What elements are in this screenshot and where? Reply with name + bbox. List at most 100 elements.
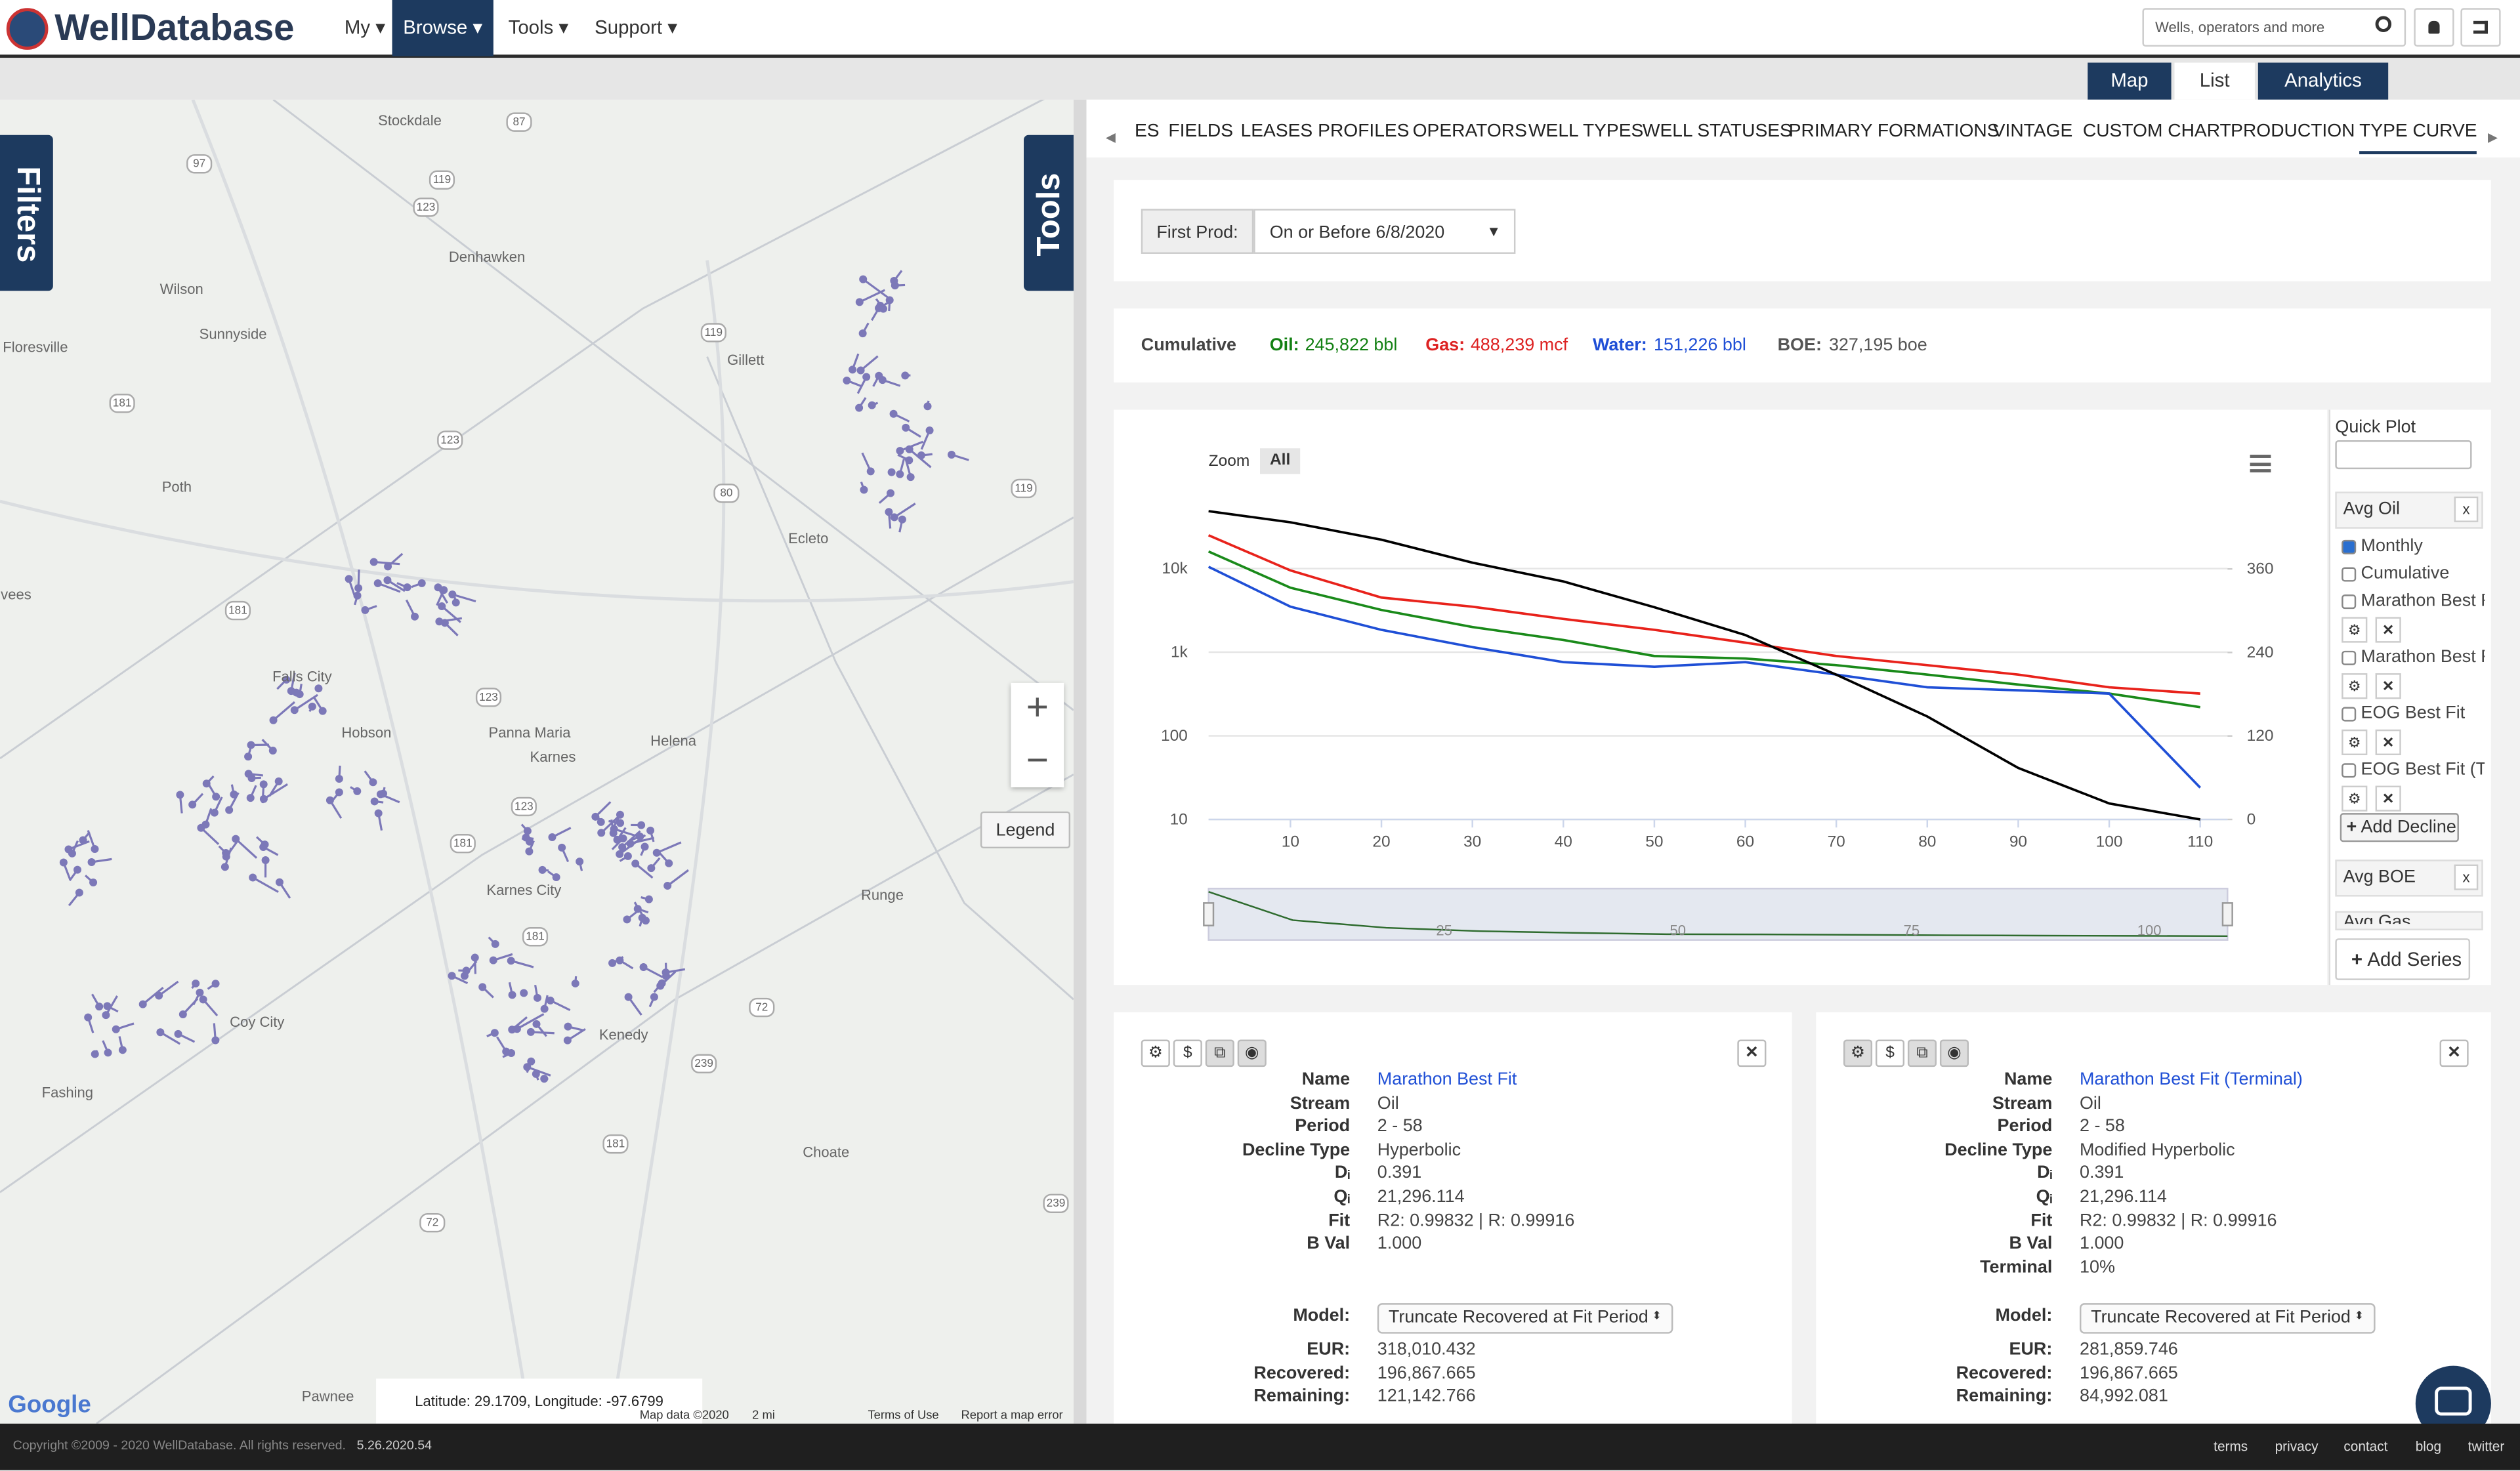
well-head xyxy=(902,423,910,432)
logo[interactable]: WellDatabase xyxy=(54,6,295,49)
nav-item[interactable]: Support ▾ xyxy=(595,16,677,39)
card-tool-button[interactable]: ⚙ xyxy=(1843,1039,1873,1067)
map-place: Kenedy xyxy=(598,1026,648,1043)
view-tab[interactable]: Map xyxy=(2088,62,2172,100)
add-decline-button[interactable]: Add Decline xyxy=(2340,813,2459,842)
remove-button[interactable]: x xyxy=(2454,864,2479,890)
nav-item[interactable]: My ▾ xyxy=(344,16,385,39)
footer-link[interactable]: contact xyxy=(2343,1438,2388,1455)
tab[interactable]: TYPE CURVE xyxy=(2359,119,2477,155)
legend-button[interactable]: Legend xyxy=(980,811,1071,849)
footer-link[interactable]: privacy xyxy=(2275,1438,2319,1455)
zoom-all[interactable]: All xyxy=(1260,448,1301,474)
card-tool-button[interactable]: $ xyxy=(1173,1039,1202,1067)
tab[interactable]: WELL STATUSES xyxy=(1642,122,1792,142)
well-head xyxy=(855,298,864,306)
logout-button[interactable] xyxy=(2460,8,2501,47)
tab[interactable]: FIELDS xyxy=(1168,122,1234,142)
field-value[interactable]: Marathon Best Fit (Terminal) xyxy=(2079,1070,2303,1090)
road-shield: 119 xyxy=(429,170,455,190)
chart-menu[interactable] xyxy=(2250,455,2271,473)
well-head xyxy=(353,591,362,600)
map-place: Sunnyside xyxy=(199,326,267,342)
close-card-button[interactable]: ✕ xyxy=(1737,1039,1767,1067)
well-head xyxy=(637,821,646,829)
filters-tab[interactable]: Filters xyxy=(0,135,53,291)
card-tool-button[interactable]: ◉ xyxy=(1237,1039,1267,1067)
view-tab[interactable]: List xyxy=(2174,62,2255,100)
well-head xyxy=(636,833,644,841)
tab[interactable]: CUSTOM CHART xyxy=(2082,122,2231,142)
card-tool-button[interactable]: ⧉ xyxy=(1907,1039,1937,1067)
card-tool-button[interactable]: $ xyxy=(1875,1039,1905,1067)
well-head xyxy=(79,836,87,844)
tab[interactable]: LEASES xyxy=(1240,122,1313,142)
filter-select[interactable]: On or Before 6/8/2020 xyxy=(1253,209,1516,254)
map-attribution: 2 mi xyxy=(752,1407,775,1422)
checkbox[interactable] xyxy=(2342,567,2357,582)
tab[interactable]: WELL TYPES xyxy=(1528,122,1644,142)
field-value[interactable]: Marathon Best Fit xyxy=(1377,1070,1517,1090)
card-tool-button[interactable]: ⚙ xyxy=(1141,1039,1170,1067)
card-tool-button[interactable]: ⧉ xyxy=(1205,1039,1234,1067)
delete-button[interactable]: ✕ xyxy=(2375,673,2401,699)
tab[interactable]: PROFILES xyxy=(1318,122,1410,142)
nav-item[interactable]: Browse ▾ xyxy=(392,0,494,56)
add-series-button[interactable]: Add Series xyxy=(2335,938,2471,980)
zoom-out[interactable]: − xyxy=(1026,739,1049,783)
chat-icon xyxy=(2435,1386,2472,1416)
well-lateral xyxy=(516,1013,545,1030)
well-head xyxy=(523,827,532,835)
zoom-label: Zoom xyxy=(1208,453,1250,471)
tab[interactable]: VINTAGE xyxy=(1992,122,2073,142)
y2-tick-label: 240 xyxy=(2247,644,2274,661)
delete-button[interactable]: ✕ xyxy=(2375,729,2401,756)
well-head xyxy=(156,1028,165,1037)
remove-button[interactable]: x xyxy=(2454,496,2479,522)
view-tab[interactable]: Analytics xyxy=(2258,62,2389,100)
well-head xyxy=(890,513,898,522)
close-card-button[interactable]: ✕ xyxy=(2439,1039,2469,1067)
delete-button[interactable]: ✕ xyxy=(2375,785,2401,812)
search-box[interactable] xyxy=(2142,8,2406,47)
well-head xyxy=(616,810,624,819)
map-place: Runge xyxy=(861,886,904,903)
well-head xyxy=(112,1025,120,1033)
well-lateral xyxy=(600,815,620,834)
nav-item[interactable]: Tools ▾ xyxy=(508,16,569,39)
tab[interactable]: PRODUCTION xyxy=(2231,122,2355,142)
checkbox[interactable] xyxy=(2342,707,2357,722)
tab[interactable]: OPERATORS xyxy=(1412,122,1527,142)
decline-option: EOG Best Fit (Terminal) xyxy=(2361,760,2485,779)
footer-link[interactable]: twitter xyxy=(2468,1438,2505,1455)
quick-plot-select[interactable] xyxy=(2335,440,2472,470)
model-select[interactable]: Truncate Recovered at Fit Period xyxy=(1377,1303,1673,1334)
well-head xyxy=(923,402,932,411)
tab[interactable]: ES xyxy=(1134,122,1160,142)
well-head xyxy=(896,470,904,478)
tools-tab[interactable]: Tools xyxy=(1024,135,1077,291)
well-head xyxy=(176,791,184,799)
well-head xyxy=(663,882,672,890)
tab[interactable]: PRIMARY FORMATIONS xyxy=(1788,122,2000,142)
model-select[interactable]: Truncate Recovered at Fit Period xyxy=(2079,1303,2375,1334)
delete-button[interactable]: ✕ xyxy=(2375,617,2401,643)
footer-link[interactable]: terms xyxy=(2214,1438,2248,1455)
settings-button[interactable]: ⚙ xyxy=(2342,673,2368,699)
well-head xyxy=(520,989,528,997)
well-head xyxy=(308,702,316,711)
footer xyxy=(0,1423,2520,1470)
road-shield: 239 xyxy=(1043,1193,1069,1213)
zoom-in[interactable]: + xyxy=(1026,686,1049,730)
checkbox[interactable] xyxy=(2342,539,2357,554)
well-head xyxy=(259,795,268,803)
checkbox[interactable] xyxy=(2342,594,2357,610)
settings-button[interactable]: ⚙ xyxy=(2342,617,2368,643)
checkbox[interactable] xyxy=(2342,650,2357,665)
card-tool-button[interactable]: ◉ xyxy=(1939,1039,1969,1067)
checkbox[interactable] xyxy=(2342,763,2357,778)
nav-label: Support xyxy=(595,16,663,39)
settings-button[interactable]: ⚙ xyxy=(2342,785,2368,812)
settings-button[interactable]: ⚙ xyxy=(2342,729,2368,756)
footer-link[interactable]: blog xyxy=(2415,1438,2442,1455)
